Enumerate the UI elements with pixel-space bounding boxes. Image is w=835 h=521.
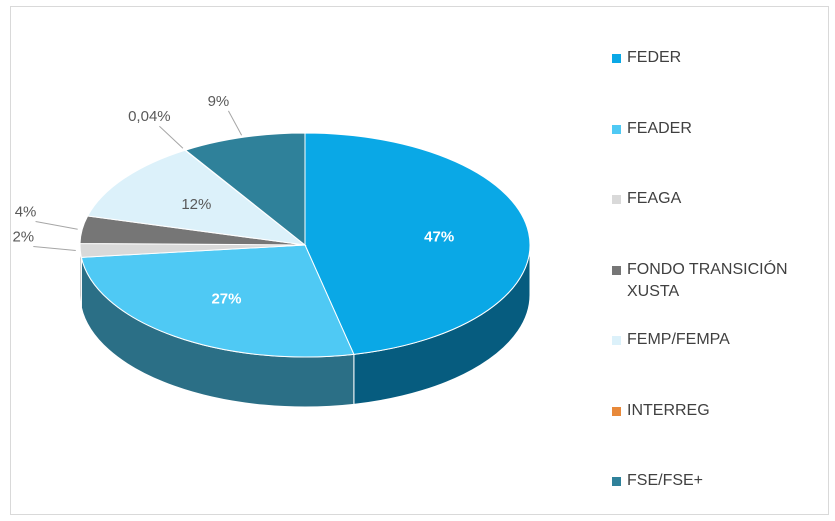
data-label: 27% <box>211 291 241 308</box>
data-label: 0,04% <box>128 108 171 125</box>
legend-swatch <box>612 124 621 134</box>
legend-label: FEMP/FEMPA <box>627 331 730 348</box>
legend-item: FEDER <box>612 47 681 69</box>
legend-label: INTERREG <box>627 401 710 419</box>
legend-item: FEADER <box>612 118 692 140</box>
legend-item: FSE/FSE+ <box>612 470 703 492</box>
legend-swatch <box>612 477 621 486</box>
legend-swatch <box>612 336 621 345</box>
data-label: 4% <box>15 203 37 220</box>
legend-label: FEDER <box>627 49 682 66</box>
legend-item: INTERREG <box>612 400 710 422</box>
slice <box>184 132 306 247</box>
slice <box>304 132 531 355</box>
legend-label: FONDO TRANSICIÓN XUSTA <box>627 260 788 300</box>
leader-line <box>35 221 78 230</box>
slice <box>80 244 355 358</box>
legend-item: FEMP/FEMPA <box>612 329 730 351</box>
legend-item: FEAGA <box>612 188 681 210</box>
legend-swatch <box>612 54 621 63</box>
legend-item: FONDO TRANSICIÓN XUSTA <box>612 259 827 303</box>
legend-swatch <box>612 265 621 275</box>
legend-swatch <box>612 195 621 204</box>
data-label: 2% <box>12 228 34 245</box>
leader-line <box>227 110 243 136</box>
data-label: 9% <box>208 93 230 110</box>
legend-swatch <box>612 406 621 416</box>
leader-line <box>159 125 184 149</box>
data-label: 47% <box>424 229 454 246</box>
slice <box>86 149 307 246</box>
legend-label: FEAGA <box>627 190 682 207</box>
data-label: 12% <box>181 196 211 213</box>
legend-label: FSE/FSE+ <box>627 472 704 489</box>
legend-label: FEADER <box>627 119 692 137</box>
leader-line <box>33 246 76 252</box>
